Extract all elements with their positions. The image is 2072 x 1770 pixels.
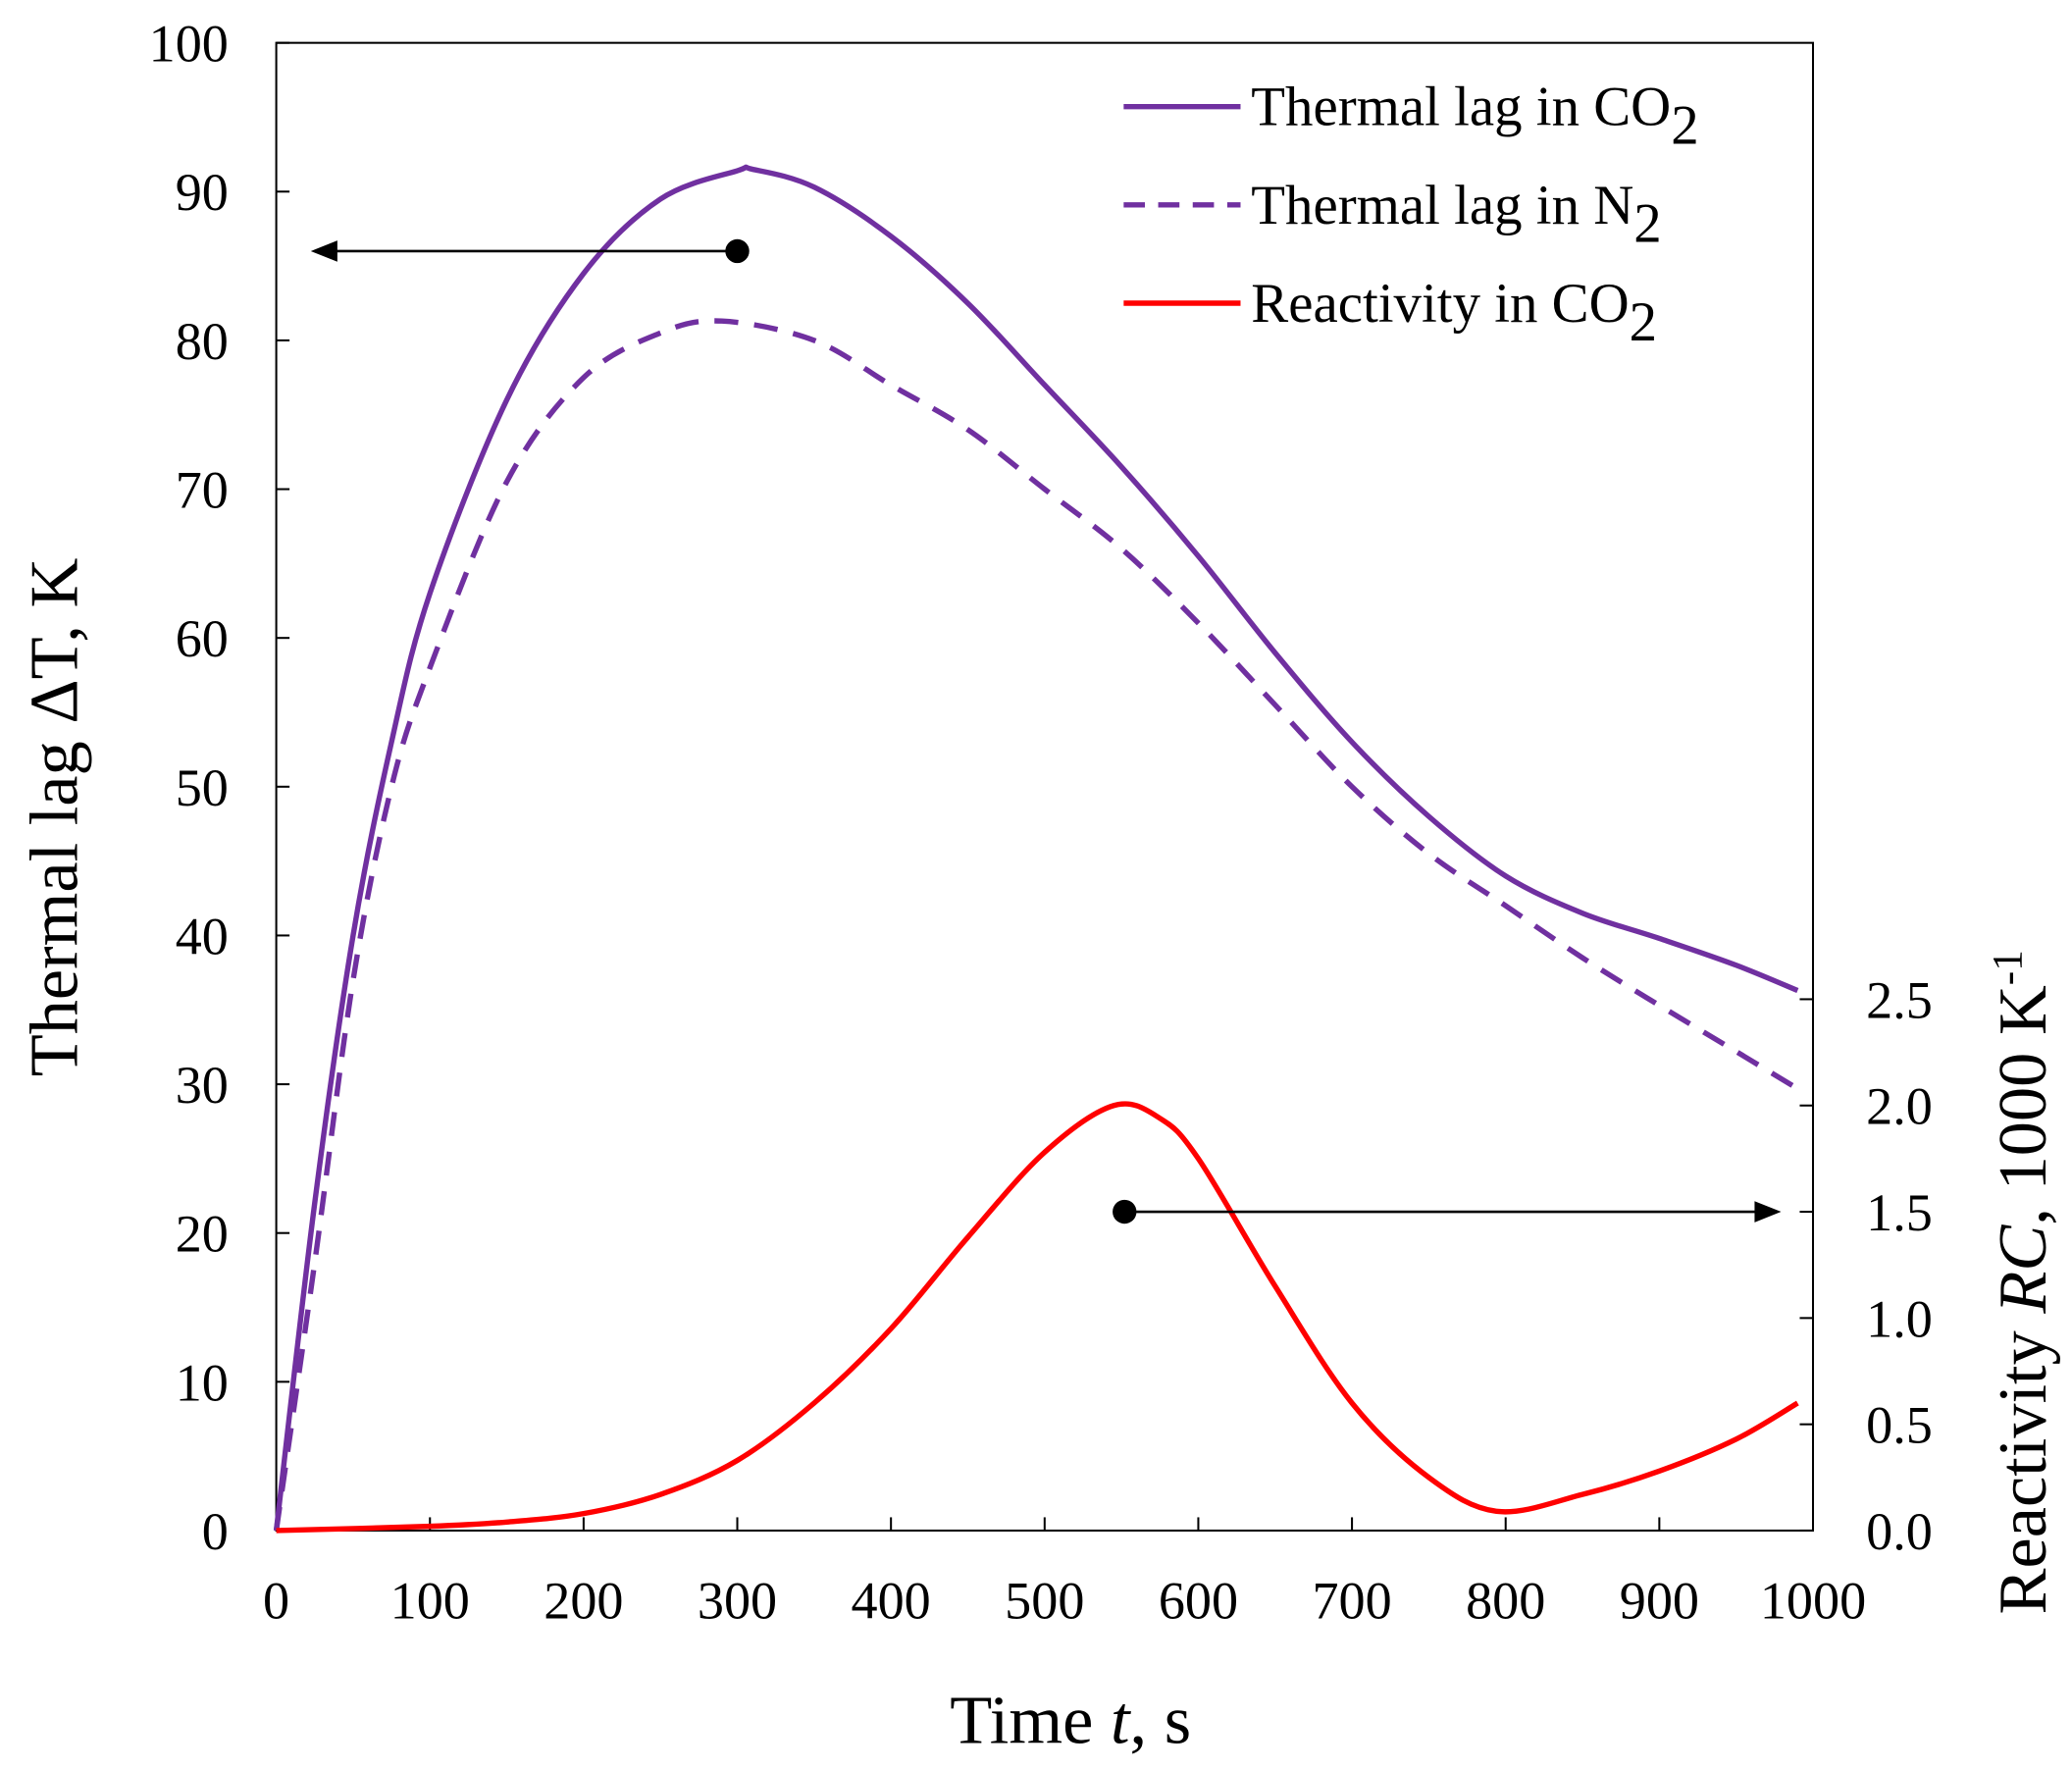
y-tick-label: 100 [149, 15, 229, 74]
y-tick-label: 60 [176, 609, 229, 668]
x-tick-label: 900 [1620, 1571, 1699, 1630]
y-tick-label: 0 [202, 1502, 229, 1561]
x-tick-label: 0 [263, 1571, 289, 1630]
y2-tick-label: 1.0 [1866, 1289, 1933, 1348]
x-tick-label: 600 [1159, 1571, 1238, 1630]
x-tick-label: 200 [544, 1571, 623, 1630]
x-axis-label: Time t, s [950, 1683, 1191, 1759]
x-tick-label: 500 [1005, 1571, 1084, 1630]
x-tick-label: 800 [1466, 1571, 1545, 1630]
y2-tick-label: 2.0 [1866, 1077, 1933, 1136]
y-tick-label: 90 [176, 163, 229, 222]
y2-tick-label: 2.5 [1866, 970, 1933, 1029]
series-line-0 [273, 164, 1799, 1532]
y2-axis-label: Reactivity RC, 1000 K-1 [1985, 950, 2061, 1614]
y2-tick-label: 0.5 [1866, 1396, 1933, 1455]
y-tick-label: 80 [176, 312, 229, 371]
y-axis-label: Thermal lag ΔT, K [17, 557, 93, 1076]
x-tick-label: 1000 [1760, 1571, 1866, 1630]
y2-tick-label: 1.5 [1866, 1183, 1933, 1242]
series-line-2 [276, 1101, 1799, 1534]
y-tick-label: 70 [176, 461, 229, 520]
y-tick-label: 50 [176, 758, 229, 817]
legend-label: Reactivity in CO2 [1251, 273, 1657, 353]
y-tick-label: 40 [176, 907, 229, 965]
x-tick-label: 100 [390, 1571, 470, 1630]
y-tick-label: 30 [176, 1056, 229, 1115]
plot-frame [275, 41, 1815, 1532]
y-tick-label: 10 [176, 1353, 229, 1412]
x-tick-label: 300 [698, 1571, 777, 1630]
legend-label: Thermal lag in N2 [1251, 175, 1661, 255]
y2-tick-label: 0.0 [1866, 1502, 1933, 1561]
y-tick-label: 20 [176, 1205, 229, 1264]
legend-label: Thermal lag in CO2 [1251, 77, 1698, 157]
x-tick-label: 400 [852, 1571, 931, 1630]
series-line-1 [273, 318, 1799, 1532]
x-tick-label: 700 [1312, 1571, 1391, 1630]
arrowhead-icon [1754, 1201, 1782, 1223]
arrowhead-icon [310, 240, 337, 262]
